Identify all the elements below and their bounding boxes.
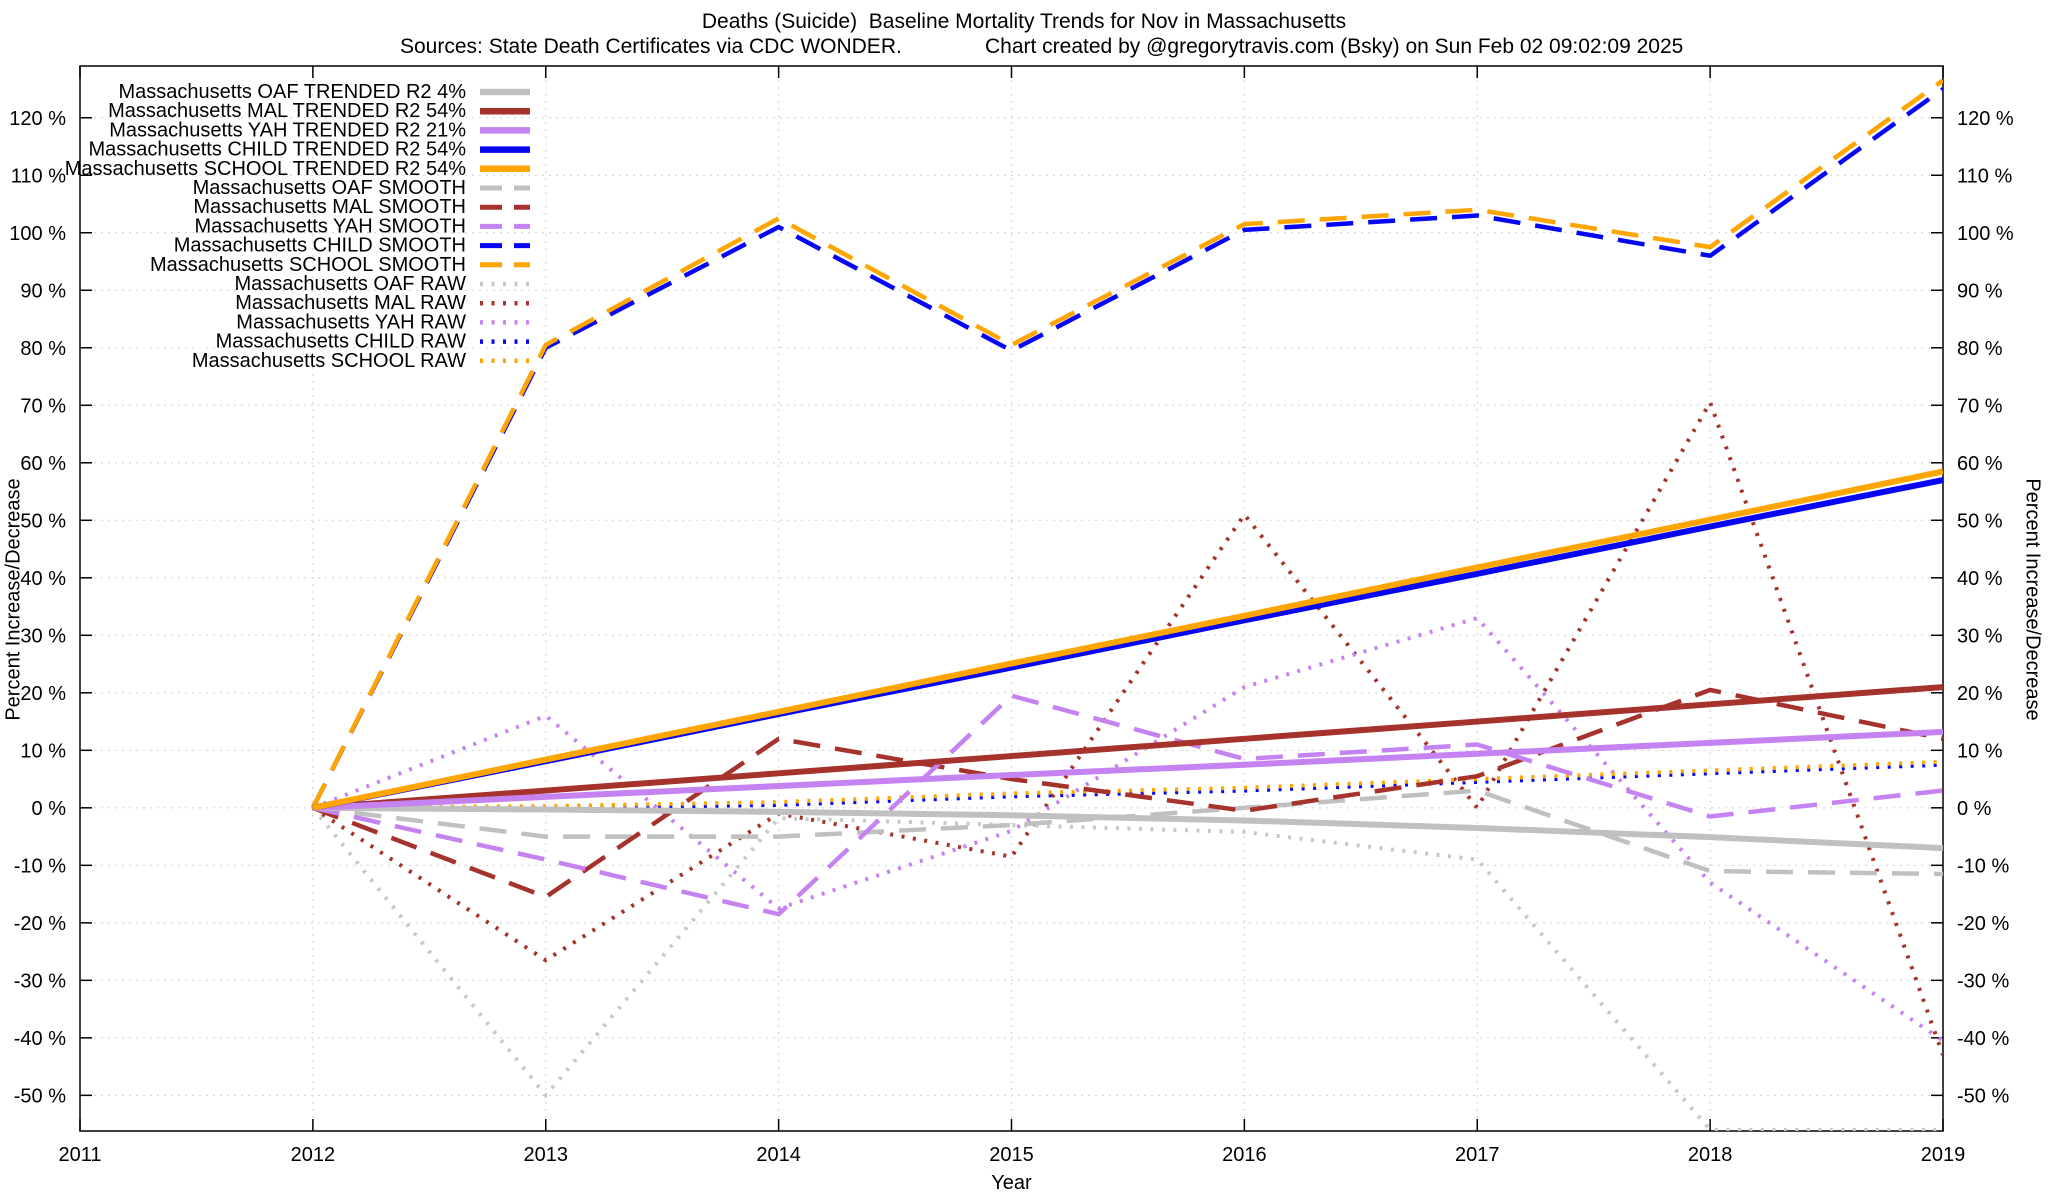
y-tick-label-left: 120 % <box>9 108 66 130</box>
x-tick-label: 2017 <box>1455 1144 1500 1166</box>
legend-item-label: Massachusetts OAF RAW <box>234 273 466 295</box>
series-line-massachusetts-yah-raw <box>312 615 1943 1043</box>
y-tick-label-left: -40 % <box>14 1028 66 1050</box>
y-tick-label-left: 0 % <box>32 798 67 820</box>
y-tick-label-right: 70 % <box>1957 395 2003 417</box>
y-tick-label-right: 120 % <box>1957 108 2014 130</box>
x-tick-label: 2016 <box>1222 1144 1267 1166</box>
x-tick-label: 2015 <box>989 1144 1034 1166</box>
y-tick-label-left: -20 % <box>14 913 66 935</box>
series-line-massachusetts-school-smooth <box>310 78 1943 809</box>
y-tick-label-left: 90 % <box>20 280 66 302</box>
legend-item-label: Massachusetts SCHOOL TRENDED R2 54% <box>65 158 466 180</box>
y-tick-label-right: 60 % <box>1957 453 2003 475</box>
x-tick-label: 2019 <box>1921 1144 1966 1166</box>
y-tick-label-left: 70 % <box>20 395 66 417</box>
y-tick-label-right: -30 % <box>1957 970 2009 992</box>
legend-item-label: Massachusetts CHILD RAW <box>216 331 467 353</box>
y-tick-label-right: 80 % <box>1957 338 2003 360</box>
y-tick-label-left: 40 % <box>20 568 66 590</box>
y-tick-label-left: 100 % <box>9 223 66 245</box>
y-tick-label-left: 60 % <box>20 453 66 475</box>
y-tick-label-left: -30 % <box>14 970 66 992</box>
legend-item-label: Massachusetts MAL SMOOTH <box>193 196 466 218</box>
y-tick-label-left: -50 % <box>14 1085 66 1107</box>
y-tick-label-right: 100 % <box>1957 223 2014 245</box>
legend-item-label: Massachusetts CHILD TRENDED R2 54% <box>88 139 466 161</box>
series-line-massachusetts-mal-trended-r2-54- <box>312 684 1943 811</box>
x-tick-label: 2014 <box>756 1144 801 1166</box>
y-tick-label-right: 20 % <box>1957 683 2003 705</box>
x-tick-label: 2011 <box>58 1144 101 1166</box>
series-line-massachusetts-oaf-smooth <box>312 788 1943 877</box>
series-line-massachusetts-child-smooth <box>310 87 1943 809</box>
chart-credit-note: Chart created by @gregorytravis.com (Bsk… <box>985 35 1684 58</box>
y-tick-label-right: 50 % <box>1957 510 2003 532</box>
legend-item-label: Massachusetts OAF SMOOTH <box>193 177 466 199</box>
legend-item-label: Massachusetts MAL RAW <box>235 292 466 314</box>
y-tick-label-left: 80 % <box>20 338 66 360</box>
y-tick-label-left: 20 % <box>20 683 66 705</box>
y-tick-label-left: 30 % <box>20 625 66 647</box>
y-tick-label-right: -50 % <box>1957 1085 2009 1107</box>
y-tick-label-right: 40 % <box>1957 568 2003 590</box>
legend-item-label: Massachusetts YAH SMOOTH <box>194 215 466 237</box>
series-line-massachusetts-child-raw <box>312 762 1943 810</box>
legend-item-label: Massachusetts MAL TRENDED R2 54% <box>108 100 466 122</box>
legend-item-label: Massachusetts OAF TRENDED R2 4% <box>118 81 466 103</box>
y-tick-label-right: 90 % <box>1957 280 2003 302</box>
y-tick-label-left: -10 % <box>14 855 66 877</box>
x-tick-label: 2013 <box>524 1144 569 1166</box>
y-tick-label-right: -10 % <box>1957 855 2009 877</box>
y-tick-label-right: -40 % <box>1957 1028 2009 1050</box>
chart-title: Deaths (Suicide) Baseline Mortality Tren… <box>701 10 1347 33</box>
y-tick-label-right: 0 % <box>1957 798 1992 820</box>
series-line-massachusetts-oaf-raw <box>311 806 1943 1131</box>
y-tick-label-right: 10 % <box>1957 740 2003 762</box>
series-line-massachusetts-yah-trended-r2-21- <box>312 728 1943 811</box>
series-line-massachusetts-yah-smooth <box>312 693 1943 917</box>
legend-item-label: Massachusetts YAH TRENDED R2 21% <box>109 119 466 141</box>
y-tick-label-right: -20 % <box>1957 913 2009 935</box>
series-line-massachusetts-school-raw <box>312 759 1943 810</box>
x-tick-label: 2012 <box>291 1144 336 1166</box>
legend-item-label: Massachusetts SCHOOL SMOOTH <box>150 254 466 276</box>
y-tick-label-left: 110 % <box>11 165 66 187</box>
x-tick-label: 2018 <box>1688 1144 1733 1166</box>
chart-source-note: Sources: State Death Certificates via CD… <box>400 35 902 58</box>
series-line-massachusetts-mal-raw <box>311 397 1943 1056</box>
legend-item-label: Massachusetts CHILD SMOOTH <box>174 235 466 257</box>
y-tick-label-right: 30 % <box>1957 625 2003 647</box>
series-line-massachusetts-school-trended-r2-54- <box>312 468 1943 811</box>
y-tick-label-left: 10 % <box>20 740 66 762</box>
x-axis-title: Year <box>991 1172 1032 1194</box>
legend-item-label: Massachusetts SCHOOL RAW <box>192 350 466 372</box>
series-line-massachusetts-oaf-trended-r2-4- <box>312 804 1943 852</box>
legend-item-label: Massachusetts YAH RAW <box>236 311 466 333</box>
y-tick-label-left: 50 % <box>20 510 66 532</box>
y-tick-label-right: 110 % <box>1957 165 2012 187</box>
